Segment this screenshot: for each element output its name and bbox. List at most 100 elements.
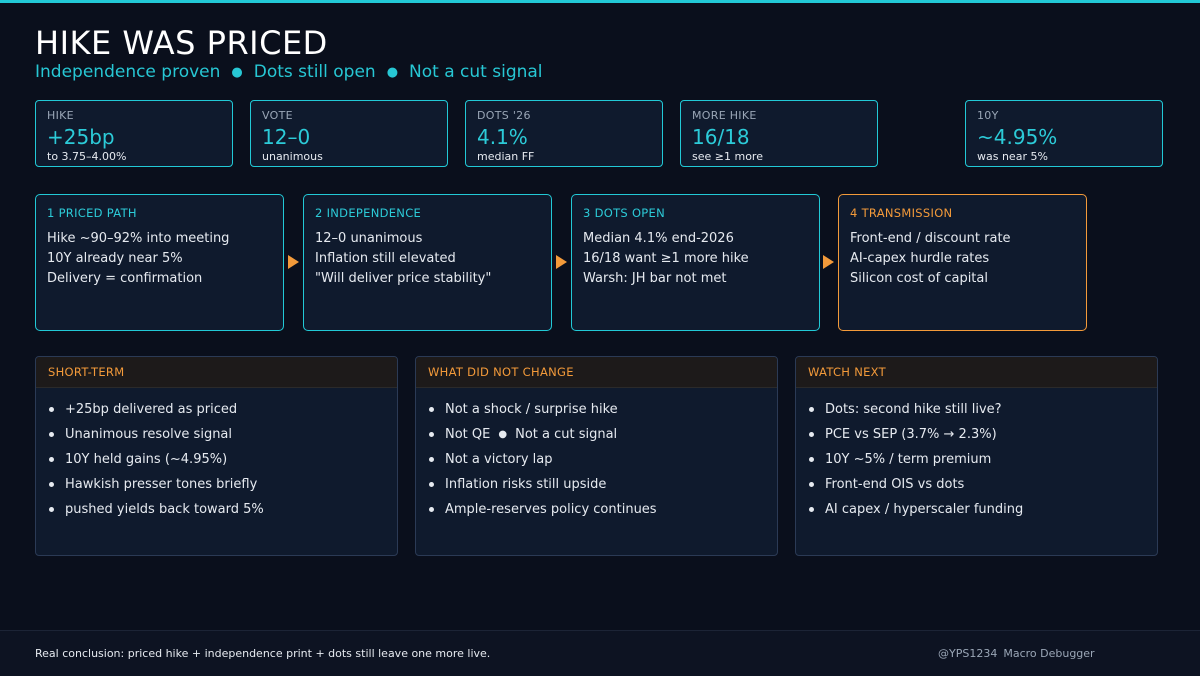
bullet-icon xyxy=(429,507,434,512)
step-heading: 4 TRANSMISSION xyxy=(850,206,953,220)
page-title: HIKE WAS PRICED xyxy=(35,24,328,62)
bullet-icon xyxy=(49,507,54,512)
panel-heading: WHAT DID NOT CHANGE xyxy=(416,357,777,388)
step-line: Inflation still elevated xyxy=(315,251,456,266)
bullet-icon xyxy=(49,482,54,487)
bullet-icon xyxy=(429,407,434,412)
stat-card-10y: 10Y ~4.95% was near 5% xyxy=(965,100,1163,167)
list-item-text: 10Y ~5% / term premium xyxy=(825,452,992,467)
stat-card-dots: DOTS '26 4.1% median FF xyxy=(465,100,663,167)
step-line: AI-capex hurdle rates xyxy=(850,251,990,266)
step-line: Front-end / discount rate xyxy=(850,231,1011,246)
list-item: Not QE ● Not a cut signal xyxy=(429,422,777,447)
stat-sub: unanimous xyxy=(262,150,323,163)
list-item: Ample-reserves policy continues xyxy=(429,497,777,522)
stat-sub: median FF xyxy=(477,150,535,163)
list-item-text: 10Y held gains (~4.95%) xyxy=(65,452,228,467)
list-item: 10Y held gains (~4.95%) xyxy=(49,447,397,472)
list-item: pushed yields back toward 5% xyxy=(49,497,397,522)
footer-credit: @YPS1234 Macro Debugger xyxy=(938,647,1101,660)
list-item-text: PCE vs SEP (3.7% → 2.3%) xyxy=(825,427,997,442)
stat-card-more-hike: MORE HIKE 16/18 see ≥1 more xyxy=(680,100,878,167)
panel-short-term: SHORT-TERM +25bp delivered as priced Una… xyxy=(35,356,398,556)
step-line: Silicon cost of capital xyxy=(850,271,988,286)
stat-value: 16/18 xyxy=(692,125,750,149)
panel-what-did-not-change: WHAT DID NOT CHANGE Not a shock / surpri… xyxy=(415,356,778,556)
bullet-separator: ● xyxy=(231,64,243,80)
bullet-icon xyxy=(809,507,814,512)
step-line: Delivery = confirmation xyxy=(47,271,203,286)
list-item: 10Y ~5% / term premium xyxy=(809,447,1157,472)
stat-value: 4.1% xyxy=(477,125,528,149)
stat-value: 12–0 xyxy=(262,125,311,149)
list-item: Inflation risks still upside xyxy=(429,472,777,497)
footer-handle: @YPS1234 xyxy=(938,647,998,660)
bullet-icon xyxy=(809,482,814,487)
bullet-icon xyxy=(809,432,814,437)
stat-value: +25bp xyxy=(47,125,115,149)
list-item-text: pushed yields back toward 5% xyxy=(65,502,264,517)
bullet-icon xyxy=(809,407,814,412)
step-line: Warsh: JH bar not met xyxy=(583,271,727,286)
bullet-icon xyxy=(49,457,54,462)
bullet-icon xyxy=(429,432,434,437)
step-transmission: 4 TRANSMISSION Front-end / discount rate… xyxy=(838,194,1087,331)
list-item: Front-end OIS vs dots xyxy=(809,472,1157,497)
stat-label: MORE HIKE xyxy=(692,109,757,122)
list-item: AI capex / hyperscaler funding xyxy=(809,497,1157,522)
stat-label: HIKE xyxy=(47,109,74,122)
footer-brand: Macro Debugger xyxy=(1003,647,1095,660)
bullet-icon xyxy=(429,482,434,487)
stat-card-vote: VOTE 12–0 unanimous xyxy=(250,100,448,167)
step-priced-path: 1 PRICED PATH Hike ~90–92% into meeting … xyxy=(35,194,284,331)
top-accent-bar xyxy=(0,0,1200,3)
bullet-separator: ● xyxy=(498,429,508,440)
step-line: 16/18 want ≥1 more hike xyxy=(583,251,749,266)
list-item: Not a victory lap xyxy=(429,447,777,472)
flow-arrow-icon xyxy=(288,255,299,269)
subtitle: Independence proven ● Dots still open ● … xyxy=(35,62,543,82)
step-heading: 3 DOTS OPEN xyxy=(583,206,666,220)
list-item: Hawkish presser tones briefly xyxy=(49,472,397,497)
list-item-text: Dots: second hike still live? xyxy=(825,402,1002,417)
list-item-text: Inflation risks still upside xyxy=(445,477,607,492)
list-item-text: Not QE xyxy=(445,427,491,442)
panel-watch-next: WATCH NEXT Dots: second hike still live?… xyxy=(795,356,1158,556)
step-independence: 2 INDEPENDENCE 12–0 unanimous Inflation … xyxy=(303,194,552,331)
step-line: 12–0 unanimous xyxy=(315,231,423,246)
list-item: Not a shock / surprise hike xyxy=(429,397,777,422)
list-item: Unanimous resolve signal xyxy=(49,422,397,447)
step-dots-open: 3 DOTS OPEN Median 4.1% end-2026 16/18 w… xyxy=(571,194,820,331)
bullet-icon xyxy=(429,457,434,462)
flow-arrow-icon xyxy=(556,255,567,269)
subtitle-item: Independence proven xyxy=(35,62,221,82)
list-item: +25bp delivered as priced xyxy=(49,397,397,422)
stat-card-hike: HIKE +25bp to 3.75–4.00% xyxy=(35,100,233,167)
step-heading: 2 INDEPENDENCE xyxy=(315,206,422,220)
bullet-icon xyxy=(809,457,814,462)
stat-value: ~4.95% xyxy=(977,125,1058,149)
list-item: Dots: second hike still live? xyxy=(809,397,1157,422)
stat-sub: to 3.75–4.00% xyxy=(47,150,127,163)
step-line: Hike ~90–92% into meeting xyxy=(47,231,230,246)
stat-sub: was near 5% xyxy=(977,150,1048,163)
stat-label: VOTE xyxy=(262,109,293,122)
subtitle-item: Not a cut signal xyxy=(409,62,543,82)
footer: Real conclusion: priced hike + independe… xyxy=(0,630,1200,676)
list-item-text: Hawkish presser tones briefly xyxy=(65,477,258,492)
step-heading: 1 PRICED PATH xyxy=(47,206,137,220)
step-line: "Will deliver price stability" xyxy=(315,271,492,286)
step-line: 10Y already near 5% xyxy=(47,251,183,266)
panel-heading: WATCH NEXT xyxy=(796,357,1157,388)
subtitle-item: Dots still open xyxy=(253,62,376,82)
list-item-text: Ample-reserves policy continues xyxy=(445,502,657,517)
list-item-text: Not a cut signal xyxy=(515,427,618,442)
list-item-text: Front-end OIS vs dots xyxy=(825,477,965,492)
flow-arrow-icon xyxy=(823,255,834,269)
list-item-text: Unanimous resolve signal xyxy=(65,427,233,442)
list-item-text: Not a victory lap xyxy=(445,452,553,467)
stat-label: DOTS '26 xyxy=(477,109,531,122)
list-item-text: AI capex / hyperscaler funding xyxy=(825,502,1024,517)
stat-label: 10Y xyxy=(977,109,999,122)
step-line: Median 4.1% end-2026 xyxy=(583,231,734,246)
